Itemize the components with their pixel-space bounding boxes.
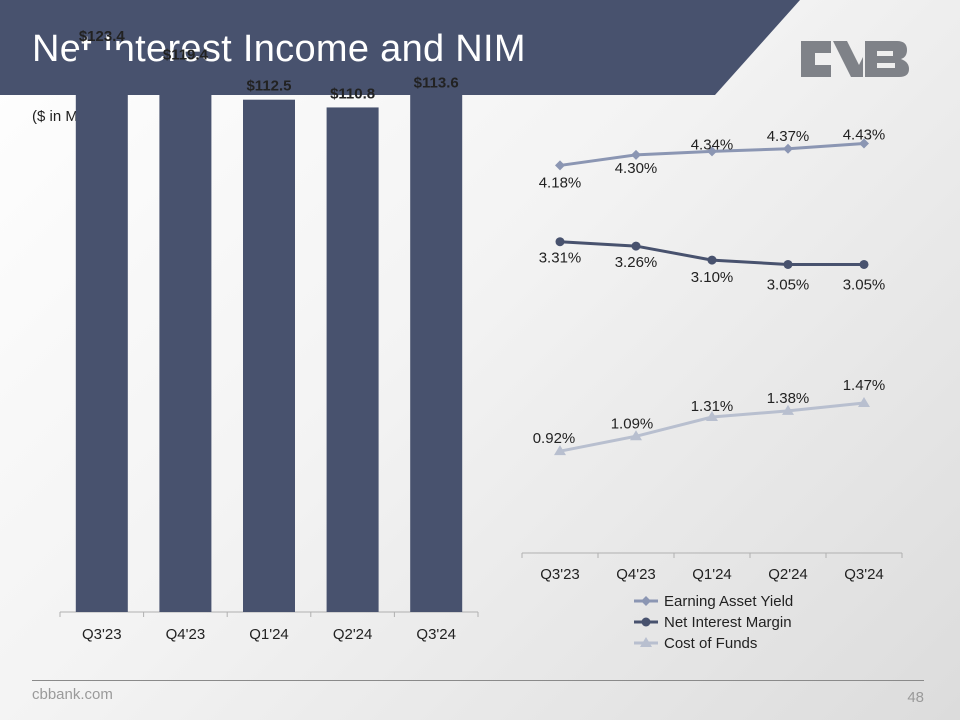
series-data-label: 4.43%: [843, 127, 886, 144]
legend-swatch-marker: [641, 617, 651, 627]
line-category-label: Q1'24: [692, 566, 732, 583]
cvb-logo: [801, 41, 909, 77]
line-category-label: Q3'24: [844, 566, 884, 583]
bar-category-label: Q4'23: [166, 626, 206, 643]
logo-b-shape: [865, 41, 909, 77]
footer-website: cbbank.com: [32, 686, 113, 703]
series-2-point: [554, 445, 566, 456]
logo-c-shape: [801, 41, 831, 77]
series-2-point: [858, 396, 870, 407]
bar-value-label: $113.6: [414, 75, 459, 92]
bar-category-label: Q3'23: [82, 626, 122, 643]
series-1-point: [631, 241, 641, 251]
series-data-label: 3.26%: [615, 254, 658, 271]
bar-value-label: $123.4: [79, 28, 126, 45]
series-2-point: [630, 430, 642, 441]
series-data-label: 1.31%: [691, 398, 734, 415]
series-data-label: 3.05%: [767, 276, 810, 293]
series-2-point: [706, 411, 718, 421]
bar-3: [326, 107, 379, 613]
series-0-point: [555, 160, 565, 171]
series-1-point: [707, 255, 717, 265]
bar-4: [410, 94, 463, 612]
bar-2: [243, 99, 295, 612]
series-1-point: [555, 237, 565, 247]
series-data-label: 4.18%: [539, 174, 582, 191]
legend-swatch-marker: [641, 596, 651, 606]
series-data-label: 3.31%: [539, 250, 582, 267]
bar-value-label: $119.4: [163, 46, 209, 63]
bar-category-label: Q3'24: [416, 626, 456, 643]
series-data-label: 3.10%: [691, 269, 734, 286]
series-0-point: [631, 149, 641, 160]
bar-category-label: Q1'24: [249, 626, 289, 643]
series-0-point: [707, 146, 717, 157]
bar-value-label: $112.5: [246, 78, 291, 95]
legend-swatch-marker: [640, 637, 652, 647]
page-number: 48: [907, 689, 924, 706]
series-data-label: 1.38%: [767, 390, 810, 407]
footer-divider: [32, 680, 924, 681]
series-0-point: [783, 143, 793, 154]
legend-label: Earning Asset Yield: [664, 593, 793, 610]
line-category-label: Q3'23: [540, 566, 580, 583]
logo-v-shape: [833, 41, 863, 77]
series-data-label: 4.37%: [767, 128, 810, 145]
series-2-point: [782, 404, 794, 415]
line-category-label: Q4'23: [616, 566, 656, 583]
series-data-label: 4.34%: [691, 136, 734, 153]
series-data-label: 3.05%: [843, 276, 886, 293]
series-data-label: 4.30%: [615, 160, 658, 177]
line-category-label: Q2'24: [768, 566, 808, 583]
rates-line-chart: Q3'23 Q4'23 Q1'24 Q2'24 Q3'24 4.18% 4.30% 4.34%…: [521, 127, 903, 583]
series-data-label: 0.92%: [533, 430, 576, 447]
net-interest-income-bar-chart: $123.4 Q3'23 $119.4 Q4'23 $112.5 Q1'24 $110.8 Q…: [59, 28, 479, 643]
series-0-point: [859, 138, 869, 149]
line-chart-legend: Earning Asset Yield Net Interest Margin Co…: [634, 593, 793, 652]
series-data-label: 1.09%: [611, 415, 654, 432]
bar-value-label: $110.8: [330, 85, 375, 102]
bar-category-label: Q2'24: [333, 626, 373, 643]
legend-label: Cost of Funds: [664, 635, 757, 652]
series-1-point: [783, 259, 793, 269]
title-banner: [0, 0, 800, 95]
bar-1: [159, 68, 212, 613]
bar-0: [75, 50, 128, 613]
series-data-label: 1.47%: [843, 377, 886, 394]
series-1-point: [859, 259, 869, 269]
legend-label: Net Interest Margin: [664, 614, 792, 631]
